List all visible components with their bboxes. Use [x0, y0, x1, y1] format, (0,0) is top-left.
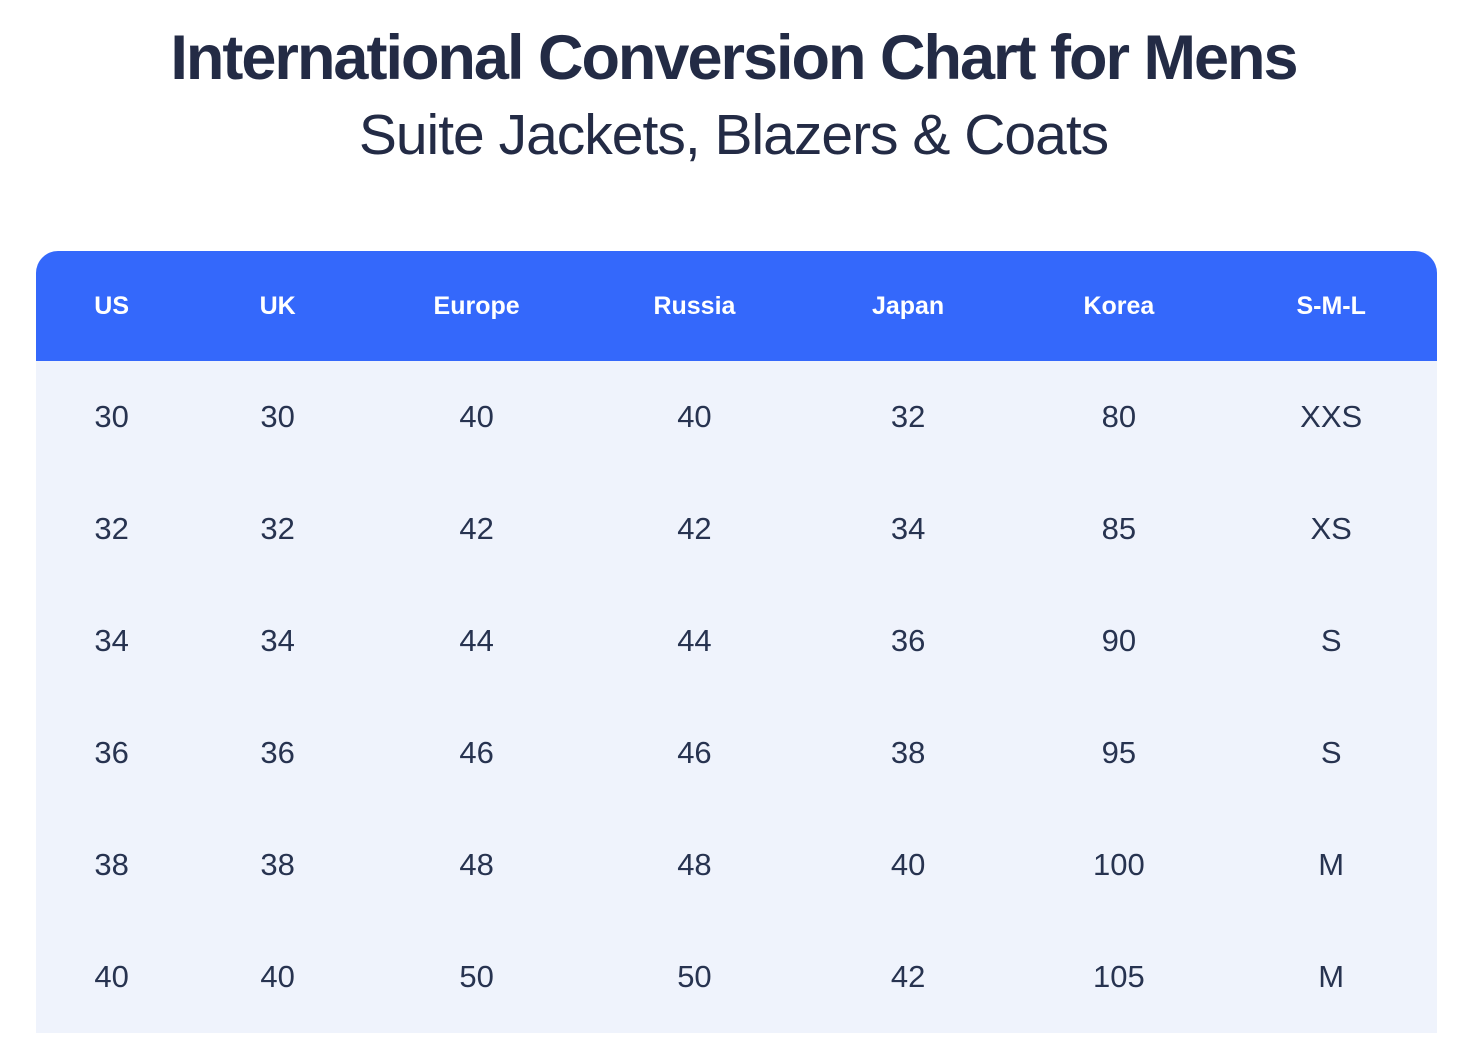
table-cell: 30 — [260, 399, 295, 434]
table-cell: 38 — [260, 847, 295, 882]
table-cell: 40 — [677, 399, 712, 434]
table-cell: 44 — [459, 623, 494, 658]
table-cell: 38 — [94, 847, 129, 882]
table-cell: 40 — [890, 847, 926, 882]
column-header-japan: Japan — [803, 251, 1013, 361]
table-cell: 40 — [94, 959, 129, 994]
conversion-table: US UK Europe Russia Japan Korea S-M-L 30 30 40 40… — [36, 251, 1437, 1033]
table-cell: 46 — [677, 735, 712, 770]
page-subtitle: Suite Jackets, Blazers & Coats — [358, 103, 1109, 167]
table-cell: 34 — [890, 511, 926, 546]
table-row: 34 34 44 44 36 90 S — [36, 585, 1437, 697]
table-cell: 80 — [1101, 399, 1137, 434]
table-cell: 40 — [459, 399, 494, 434]
table-row: 38 38 48 48 40 100 M — [36, 809, 1437, 921]
table-cell: 50 — [459, 959, 494, 994]
column-header-uk: UK — [187, 251, 369, 361]
table-cell: S — [1320, 623, 1342, 658]
table-cell: 95 — [1101, 735, 1137, 770]
table-cell: 85 — [1101, 511, 1137, 546]
table-cell: 46 — [459, 735, 494, 770]
table-cell: 36 — [94, 735, 129, 770]
column-header-russia: Russia — [585, 251, 804, 361]
table-cell: 32 — [890, 399, 926, 434]
table-cell: 34 — [94, 623, 129, 658]
table-cell: 32 — [260, 511, 295, 546]
table-cell: XXS — [1300, 399, 1363, 434]
table-row: 40 40 50 50 42 105 M — [36, 921, 1437, 1033]
table-cell: 100 — [1093, 847, 1145, 882]
column-header-s-m-l: S-M-L — [1225, 251, 1437, 361]
table-cell: 32 — [94, 511, 129, 546]
table-cell: M — [1318, 847, 1345, 882]
column-header-europe: Europe — [368, 251, 586, 361]
table-cell: 36 — [260, 735, 295, 770]
table-row: 36 36 46 46 38 95 S — [36, 697, 1437, 809]
table-cell: 36 — [890, 623, 926, 658]
table-cell: 34 — [260, 623, 295, 658]
table-cell: 44 — [677, 623, 712, 658]
table-cell: 40 — [260, 959, 295, 994]
table-cell: M — [1318, 959, 1345, 994]
table-row: 32 32 42 42 34 85 XS — [36, 473, 1437, 585]
table-cell: 30 — [94, 399, 129, 434]
table-cell: 42 — [459, 511, 494, 546]
table-cell: XS — [1310, 511, 1352, 546]
table-cell: 42 — [677, 511, 712, 546]
table-cell: 48 — [677, 847, 712, 882]
table-cell: S — [1320, 735, 1342, 770]
conversion-table-container: US UK Europe Russia Japan Korea S-M-L 30 30 40 40… — [36, 251, 1437, 1033]
table-cell: 90 — [1101, 623, 1137, 658]
column-header-us: US — [36, 251, 188, 361]
table-cell: 42 — [890, 959, 926, 994]
table-cell: 105 — [1093, 959, 1145, 994]
column-header-korea: Korea — [1012, 251, 1226, 361]
table-body: 30 30 40 40 32 80 XXS 32 32 42 42 34 85 XS 34 34 44 44 36 9… — [36, 361, 1437, 1033]
header-row: US UK Europe Russia Japan Korea S-M-L — [36, 251, 1437, 361]
page-title: International Conversion Chart for Mens — [170, 23, 1298, 93]
table-cell: 50 — [677, 959, 712, 994]
table-row: 30 30 40 40 32 80 XXS — [36, 361, 1437, 473]
table-cell: 38 — [890, 735, 926, 770]
table-cell: 48 — [459, 847, 494, 882]
